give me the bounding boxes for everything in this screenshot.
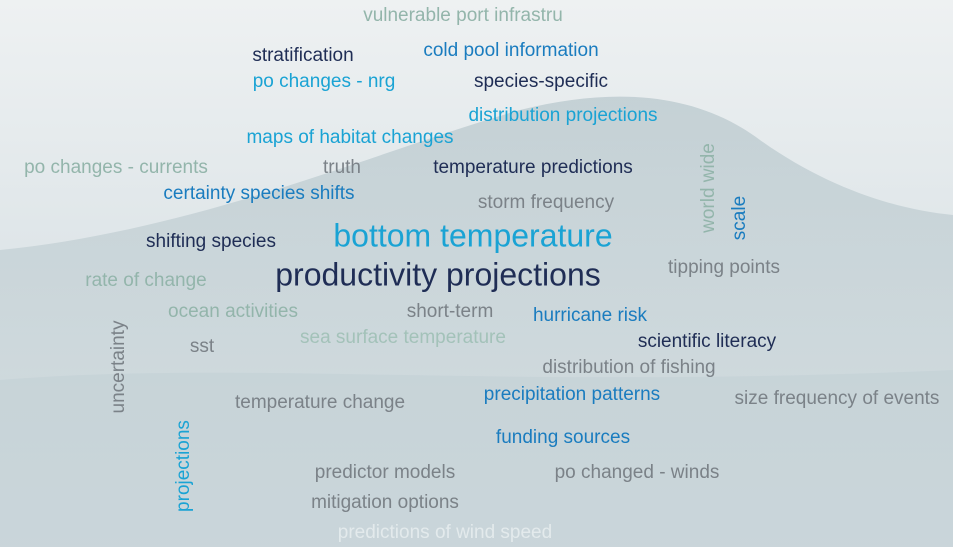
word: maps of habitat changes xyxy=(246,127,453,148)
word: productivity projections xyxy=(275,256,600,292)
word: storm frequency xyxy=(478,192,615,213)
word: predictions of wind speed xyxy=(338,522,552,543)
word: bottom temperature xyxy=(333,217,612,253)
word: certainty species shifts xyxy=(163,183,354,204)
word: truth xyxy=(323,157,361,178)
word: ocean activities xyxy=(168,301,298,322)
word: size frequency of events xyxy=(735,388,940,409)
word: uncertainty xyxy=(108,320,129,413)
word: po changed - winds xyxy=(555,462,720,483)
word: scale xyxy=(729,196,750,240)
word: temperature change xyxy=(235,392,405,413)
word: tipping points xyxy=(668,257,780,278)
word: sst xyxy=(190,336,215,357)
word: world wide xyxy=(698,143,719,234)
word: funding sources xyxy=(496,427,630,448)
word: distribution of fishing xyxy=(542,357,715,378)
word: hurricane risk xyxy=(533,305,648,326)
word: precipitation patterns xyxy=(484,384,660,405)
word: rate of change xyxy=(85,270,206,291)
word: cold pool information xyxy=(423,40,598,61)
word: temperature predictions xyxy=(433,157,633,178)
word: shifting species xyxy=(146,231,276,252)
word: short-term xyxy=(407,301,494,322)
word: po changes - nrg xyxy=(253,71,396,92)
word: projections xyxy=(173,420,194,512)
word: mitigation options xyxy=(311,492,459,513)
word: predictor models xyxy=(315,462,455,483)
word: species-specific xyxy=(474,71,608,92)
word-cloud: vulnerable port infrastru stratification… xyxy=(0,0,953,547)
word: po changes - currents xyxy=(24,157,208,178)
word: sea surface temperature xyxy=(300,327,506,348)
word: stratification xyxy=(252,45,353,66)
word: vulnerable port infrastru xyxy=(363,5,563,26)
page: vulnerable port infrastru stratification… xyxy=(0,0,953,547)
word: scientific literacy xyxy=(638,331,777,352)
word: distribution projections xyxy=(468,105,657,126)
